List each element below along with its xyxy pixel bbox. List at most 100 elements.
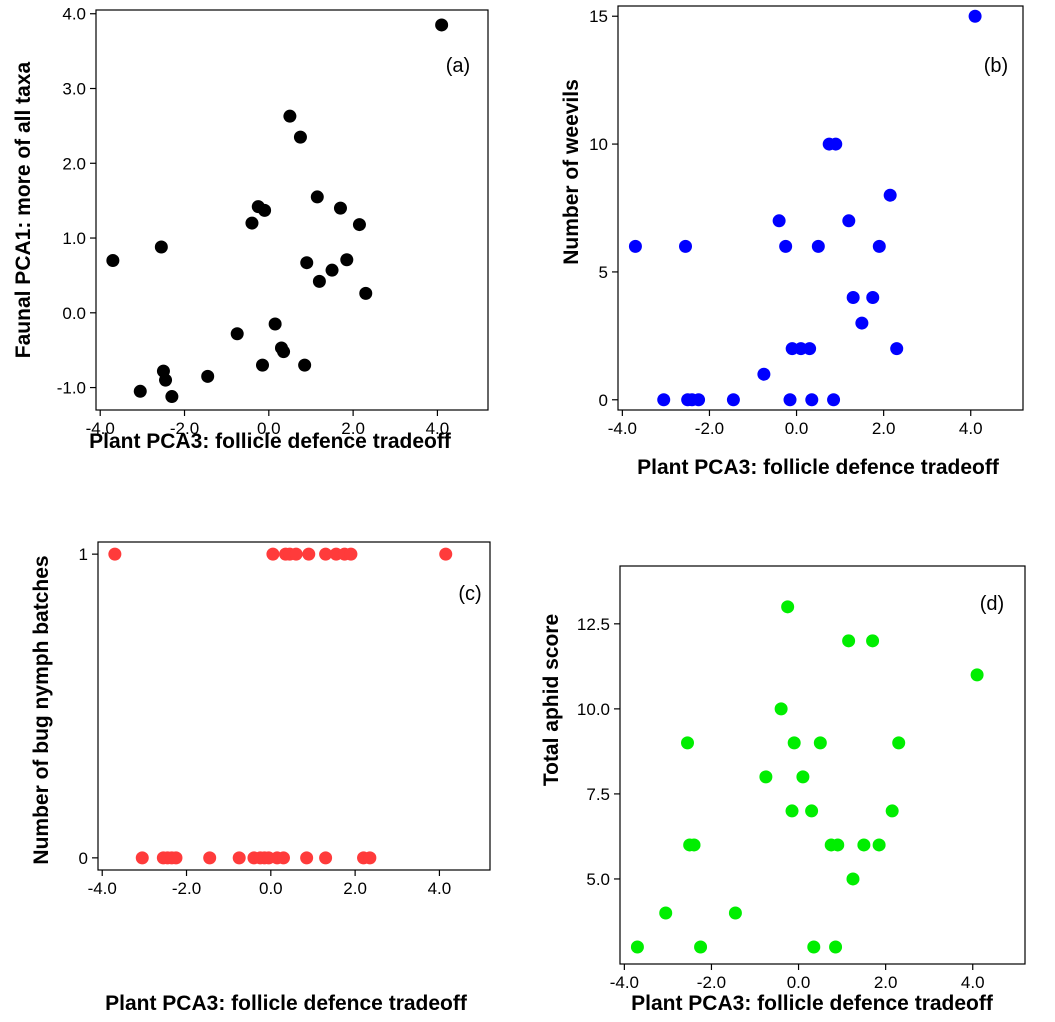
plot-frame-a bbox=[95, 9, 489, 411]
y-tick-label-d: 5.0 bbox=[586, 870, 610, 889]
scatter-point-a bbox=[325, 263, 339, 277]
scatter-point-a bbox=[230, 327, 244, 341]
y-tick-label-d: 7.5 bbox=[586, 785, 610, 804]
scatter-point-d bbox=[831, 838, 845, 852]
scatter-point-c bbox=[439, 547, 453, 561]
scatter-point-a bbox=[312, 274, 326, 288]
scatter-point-a bbox=[333, 201, 347, 215]
y-axis-c: 01 bbox=[79, 545, 98, 868]
scatter-point-d bbox=[807, 940, 821, 954]
y-tick-label-c: 1 bbox=[79, 545, 88, 564]
scatter-point-d bbox=[846, 872, 860, 886]
panel-d: -4.0 -2.0 0.0 2.0 4.0 5.0 7.5 10.0 12.5 (d) Pla… bbox=[540, 565, 1026, 1015]
y-tick-label-a: 3.0 bbox=[62, 80, 86, 99]
y-tick-label-a: 2.0 bbox=[62, 154, 86, 173]
x-axis-a: -4.0 -2.0 0.0 2.0 4.0 bbox=[86, 410, 449, 438]
scatter-point-b bbox=[628, 239, 642, 253]
scatter-point-d bbox=[759, 770, 773, 784]
x-axis-label-d: Plant PCA3: follicle defence tradeoff bbox=[631, 992, 994, 1015]
y-tick-label-d: 12.5 bbox=[577, 615, 610, 634]
panel-label-b: (b) bbox=[984, 55, 1008, 77]
x-axis-label-a: Plant PCA3: follicle defence tradeoff bbox=[89, 430, 452, 453]
y-tick-label-c: 0 bbox=[79, 849, 88, 868]
scatter-point-a bbox=[283, 109, 297, 123]
scatter-point-a bbox=[165, 390, 179, 404]
scatter-point-b bbox=[803, 342, 817, 356]
scatter-point-c bbox=[302, 547, 316, 561]
y-axis-label-b: Number of weevils bbox=[560, 79, 583, 265]
panel-b: -4.0 -2.0 0.0 2.0 4.0 0 5 10 15 (b) Plant PCA3:… bbox=[560, 5, 1024, 479]
scatter-point-d bbox=[796, 770, 810, 784]
scatter-point-c bbox=[232, 851, 246, 865]
y-axis-label-c: Number of bug nymph batches bbox=[30, 555, 53, 864]
y-tick-label-a: 4.0 bbox=[62, 5, 86, 24]
scatter-point-b bbox=[883, 188, 897, 202]
scatter-point-d bbox=[970, 668, 984, 682]
scatter-point-d bbox=[892, 736, 906, 750]
y-tick-label-b: 5 bbox=[599, 263, 608, 282]
x-tick-label-c: 4.0 bbox=[428, 879, 452, 898]
scatter-point-c bbox=[266, 547, 280, 561]
scatter-point-b bbox=[805, 393, 819, 407]
scatter-point-a bbox=[277, 345, 291, 359]
scatter-point-c bbox=[276, 851, 290, 865]
scatter-point-a bbox=[310, 190, 324, 204]
x-axis-c: -4.0 -2.0 0.0 2.0 4.0 bbox=[88, 870, 452, 898]
x-tick-label-b: 0.0 bbox=[785, 419, 809, 438]
scatter-point-a bbox=[298, 358, 312, 372]
x-tick-label-b: -2.0 bbox=[695, 419, 724, 438]
plot-frame-b bbox=[617, 5, 1024, 411]
scatter-point-d bbox=[885, 804, 899, 818]
x-tick-label-d: 4.0 bbox=[961, 973, 985, 992]
scatter-point-a bbox=[159, 373, 173, 387]
x-tick-label-c: 2.0 bbox=[343, 879, 367, 898]
scatter-point-c bbox=[300, 851, 314, 865]
scatter-point-b bbox=[890, 342, 904, 356]
scatter-point-d bbox=[785, 804, 799, 818]
scatter-point-b bbox=[866, 290, 880, 304]
scatter-point-a bbox=[293, 130, 307, 144]
scatter-point-a bbox=[201, 369, 215, 383]
scatter-point-b bbox=[855, 316, 869, 330]
scatter-point-a bbox=[359, 286, 373, 300]
x-tick-label-b: 4.0 bbox=[959, 419, 983, 438]
scatter-point-b bbox=[872, 239, 886, 253]
scatter-point-d bbox=[842, 634, 856, 648]
y-tick-label-d: 10.0 bbox=[577, 700, 610, 719]
y-axis-b: 0 5 10 15 bbox=[589, 7, 618, 410]
x-axis-label-b: Plant PCA3: follicle defence tradeoff bbox=[637, 456, 1000, 479]
scatter-point-a bbox=[352, 218, 366, 232]
scatter-point-b bbox=[726, 393, 740, 407]
scatter-point-b bbox=[968, 9, 982, 23]
scatter-point-a bbox=[268, 317, 282, 331]
scatter-point-b bbox=[842, 214, 856, 228]
panel-label-d: (d) bbox=[980, 593, 1004, 615]
x-tick-label-d: -4.0 bbox=[610, 973, 639, 992]
scatter-point-c bbox=[289, 547, 303, 561]
y-tick-label-b: 15 bbox=[589, 7, 608, 26]
scatter-point-c bbox=[344, 547, 358, 561]
y-tick-label-a: -1.0 bbox=[57, 379, 86, 398]
scatter-point-a bbox=[340, 253, 354, 267]
scatter-points-b bbox=[628, 9, 982, 407]
y-axis-label-d: Total aphid score bbox=[540, 614, 563, 786]
x-tick-label-d: 2.0 bbox=[874, 973, 898, 992]
y-tick-label-b: 10 bbox=[589, 135, 608, 154]
scatter-point-b bbox=[692, 393, 706, 407]
scatter-point-b bbox=[772, 214, 786, 228]
scatter-point-d bbox=[728, 906, 742, 920]
scatter-point-d bbox=[694, 940, 708, 954]
scatter-point-d bbox=[774, 702, 788, 716]
panel-label-c: (c) bbox=[458, 583, 481, 605]
scatter-point-a bbox=[245, 216, 259, 230]
scatter-point-b bbox=[827, 393, 841, 407]
y-tick-label-b: 0 bbox=[599, 391, 608, 410]
scatter-point-d bbox=[857, 838, 871, 852]
scatter-point-c bbox=[363, 851, 377, 865]
scatter-point-d bbox=[630, 940, 644, 954]
plot-frame-c bbox=[97, 541, 491, 871]
scatter-point-a bbox=[133, 384, 147, 398]
scatter-point-b bbox=[783, 393, 797, 407]
x-tick-label-b: -4.0 bbox=[608, 419, 637, 438]
scatter-point-b bbox=[829, 137, 843, 151]
